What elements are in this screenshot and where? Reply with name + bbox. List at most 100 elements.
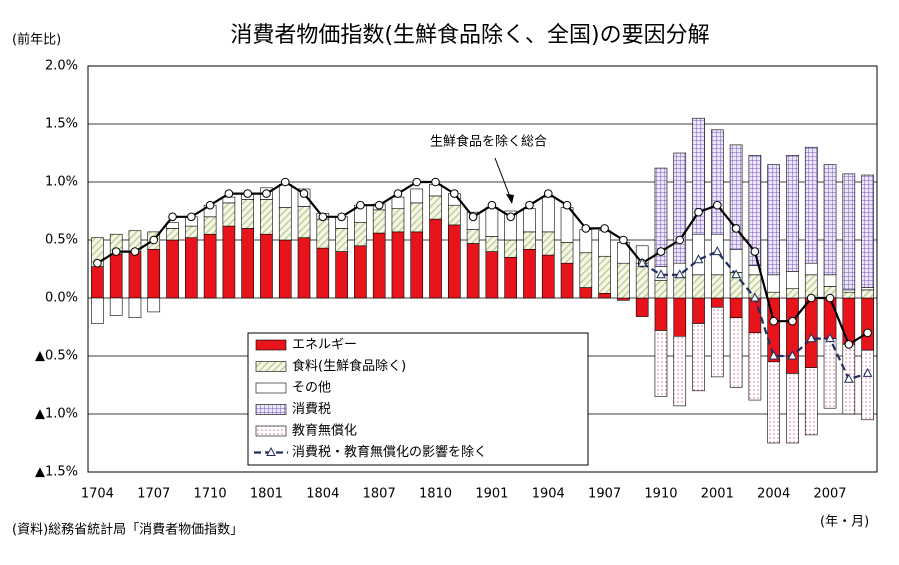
source-note: (資料)総務省統計局「消費者物価指数」 (12, 522, 243, 538)
line-marker (280, 177, 290, 187)
line-marker (619, 235, 628, 245)
bar-segment (372, 209, 386, 234)
legend-label: 消費税 (292, 402, 331, 417)
x-tick-label: 1704 (81, 487, 114, 502)
y-tick-label: 0.0% (45, 291, 78, 306)
line-marker (149, 235, 159, 245)
bar-segment (485, 251, 499, 299)
bar-segment (598, 293, 611, 299)
bar-segment (297, 237, 311, 299)
y-tick-label: ▲0.5% (35, 349, 78, 364)
line-marker (712, 246, 723, 256)
line-marker (768, 350, 779, 360)
x-tick-label: 1907 (588, 487, 621, 502)
bar-segment (316, 218, 330, 249)
x-tick-label: 1904 (532, 487, 565, 502)
bar-segment (598, 230, 611, 257)
legend-label: その他 (292, 381, 331, 396)
line-marker (750, 292, 760, 302)
line-marker (674, 269, 685, 279)
line-marker (487, 200, 497, 210)
bar-segment (635, 297, 649, 317)
y-tick-label: 1.5% (45, 117, 78, 132)
bar-segment (260, 233, 273, 299)
bar-segment (711, 129, 724, 235)
bar-segment (617, 297, 630, 301)
line-marker (243, 189, 252, 198)
bar-segment (823, 164, 837, 276)
line-marker (656, 269, 666, 279)
bar-segment (316, 247, 330, 299)
bar-segment (166, 239, 179, 299)
bar-segment (335, 251, 348, 299)
bar-segment (861, 349, 874, 421)
bar-segment (748, 155, 762, 266)
bar-segment (786, 373, 799, 444)
bar-segment (711, 274, 724, 299)
bar-segment (560, 207, 574, 243)
y-tick-label: ▲1.0% (35, 407, 78, 422)
y-tick-label: 0.5% (45, 233, 78, 248)
bar-segment (711, 297, 724, 308)
bar-segment (560, 242, 574, 264)
line-marker (506, 212, 515, 222)
bar-segment (654, 280, 668, 299)
line-marker (111, 247, 121, 256)
bar-segment (203, 216, 217, 235)
bar-segment (767, 291, 780, 299)
legend-swatch (255, 382, 287, 394)
bar-segment (128, 251, 142, 299)
bar-segment (673, 297, 687, 337)
legend-label: 消費税・教育無償化の影響を除く (292, 444, 487, 460)
bar-segment (673, 276, 687, 299)
x-tick-label: 1810 (419, 487, 452, 502)
line-marker (731, 224, 741, 233)
bar-segment (241, 228, 254, 299)
x-tick-label: 1801 (250, 487, 283, 502)
bar-segment (579, 252, 593, 288)
line-marker (769, 316, 778, 326)
bar-segment (128, 297, 142, 319)
bar-segment (560, 262, 574, 299)
x-tick-label: 1707 (137, 487, 170, 502)
bar-segment (354, 222, 367, 247)
x-tick-label: 1804 (306, 487, 339, 502)
bar-segment (429, 218, 442, 299)
x-tick-label: 2004 (757, 487, 790, 502)
bar-segment (541, 196, 555, 233)
bar-segment (729, 248, 743, 273)
chart-title: 消費者物価指数(生鮮食品除く、全国)の要因分解 (230, 23, 709, 48)
legend-marker (266, 446, 276, 456)
line-marker (675, 235, 685, 245)
bar-segment (748, 297, 762, 334)
bar-segment (523, 231, 536, 250)
bar-segment (91, 266, 104, 299)
annotation-arrowhead (506, 194, 514, 204)
line-marker (168, 212, 177, 222)
annotation: 生鮮食品を除く総合 (430, 134, 547, 150)
bar-segment (466, 243, 480, 299)
y-axis-label: (前年比) (12, 32, 61, 48)
bar-segment (842, 173, 856, 291)
bar-segment (410, 202, 424, 233)
bar-segment (391, 231, 405, 299)
bar-segment (786, 155, 799, 272)
bar-segment (109, 253, 123, 299)
line-marker (844, 340, 854, 349)
y-tick-label: 1.0% (45, 175, 78, 190)
bar-segment (786, 271, 799, 290)
line-marker (656, 247, 666, 256)
line-marker (581, 224, 591, 233)
bar-segment (804, 146, 818, 264)
bar-segment (523, 248, 536, 299)
line-marker (130, 247, 140, 256)
bar-segment (466, 229, 480, 244)
bar-segment (109, 297, 123, 316)
bar-segment (861, 289, 874, 299)
line-marker (731, 269, 741, 279)
bar-segment (504, 239, 517, 258)
bar-segment (767, 274, 780, 293)
bar-segment (786, 297, 799, 374)
bar-segment (485, 207, 499, 237)
